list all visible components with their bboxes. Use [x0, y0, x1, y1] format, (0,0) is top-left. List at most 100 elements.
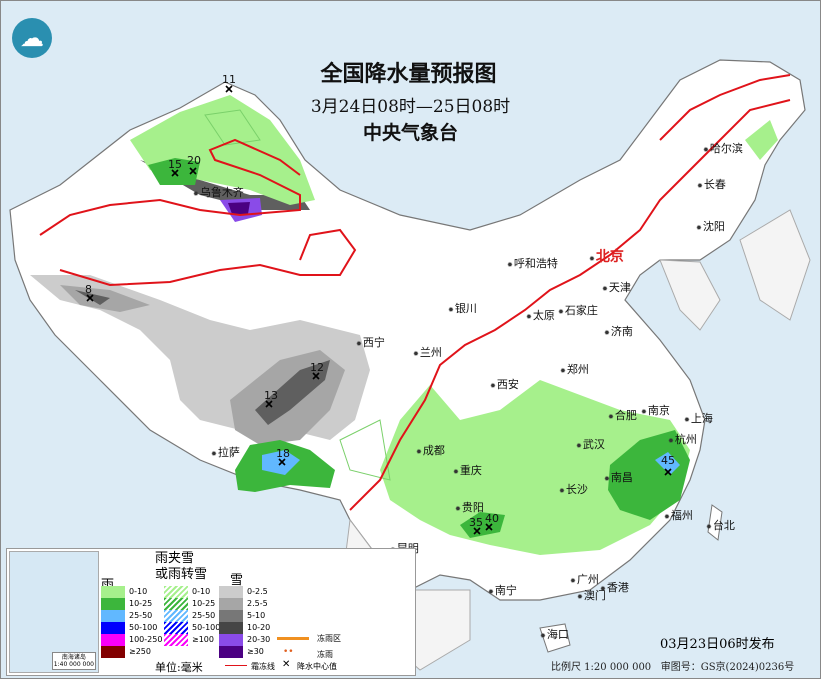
city-label: 太原: [526, 307, 555, 323]
legend-label-mixed: 50-100: [192, 623, 221, 632]
legend-swatch-rain: [101, 610, 125, 622]
legend-swatch-rain: [101, 646, 125, 658]
legend-swatch-mixed: [164, 622, 188, 634]
legend-swatch-snow: [219, 610, 243, 622]
legend-label-mixed: 10-25: [192, 599, 216, 608]
city-label: 呼和浩特: [507, 255, 558, 271]
snow-area-30: [228, 202, 250, 214]
legend-swatch-rain: [101, 634, 125, 646]
legend-label-rain: 0-10: [129, 587, 148, 596]
frost-line-label: 霜冻线: [251, 662, 275, 671]
issue-time: 03月23日06时发布: [660, 637, 775, 652]
city-label: 郑州: [560, 361, 589, 377]
legend-label-mixed: 25-50: [192, 611, 216, 620]
capital-label: 北京: [589, 246, 624, 266]
map-legend: 南海诸岛 1:40 000 000 雨 雨夹雪 或雨转雪 雪 0-1010-25…: [6, 548, 416, 676]
city-label: 济南: [604, 323, 633, 339]
legend-snow-title: 雪: [230, 573, 244, 588]
legend-label-rain: 100-250: [129, 635, 163, 644]
city-label: 西安: [490, 376, 519, 392]
map-title: 全国降水量预报图: [320, 61, 497, 87]
precip-center-value: 35: [469, 516, 483, 529]
south-china-sea-inset: 南海诸岛 1:40 000 000: [9, 551, 99, 673]
legend-mixed-title: 雨夹雪 或雨转雪: [155, 551, 208, 582]
city-label: 重庆: [453, 462, 482, 478]
rain-area-northeast: [745, 120, 778, 160]
freezing-rain-area-symbol: [277, 637, 309, 640]
freezing-rain-area-label: 冻雨区: [317, 634, 341, 643]
legend-unit: 单位:毫米: [155, 661, 203, 674]
frost-line-symbol: [225, 665, 247, 666]
city-label: 长春: [697, 176, 726, 192]
city-label: 上海: [684, 410, 713, 426]
city-label: 武汉: [576, 436, 605, 452]
precip-center-symbol: ✕: [282, 659, 291, 670]
precip-center-value: 15: [168, 158, 182, 171]
precip-center-value: 12: [310, 361, 324, 374]
legend-label-snow: ≥30: [247, 647, 264, 656]
legend-swatch-snow: [219, 646, 243, 658]
legend-swatch-rain: [101, 598, 125, 610]
rain-area-0-10-northwest: [130, 95, 315, 205]
legend-label-snow: 2.5-5: [247, 599, 268, 608]
city-label: 南京: [641, 402, 670, 418]
city-label: 天津: [602, 279, 631, 295]
map-approval: 审图号：GS京(2024)0236号: [660, 662, 795, 673]
legend-label-mixed: ≥100: [192, 635, 214, 644]
freezing-rain-label: 冻雨: [317, 650, 333, 659]
legend-swatch-mixed: [164, 610, 188, 622]
precip-center-value: 45: [661, 454, 675, 467]
legend-swatch-mixed: [164, 634, 188, 646]
legend-label-snow: 0-2.5: [247, 587, 268, 596]
precip-center-value: 11: [222, 73, 236, 86]
legend-swatch-mixed: [164, 586, 188, 598]
legend-label-rain: 25-50: [129, 611, 153, 620]
city-label: 石家庄: [558, 302, 598, 318]
rain-area-10-25-southeast: [608, 430, 690, 520]
rain-area-25-50: [655, 452, 680, 475]
cma-logo-icon: ☁: [12, 18, 52, 58]
city-label: 长沙: [559, 481, 588, 497]
legend-label-snow: 10-20: [247, 623, 271, 632]
precip-center-label: 降水中心值: [297, 662, 337, 671]
legend-label-rain: 10-25: [129, 599, 153, 608]
precip-center-value: 13: [264, 389, 278, 402]
city-label: 海口: [540, 626, 569, 642]
legend-swatch-snow: [219, 586, 243, 598]
legend-swatch-snow: [219, 634, 243, 646]
rain-area-10-25-guizhou: [460, 512, 505, 538]
city-label: 银川: [448, 300, 477, 316]
forecast-period: 3月24日08时—25日08时: [310, 97, 511, 117]
legend-label-snow: 5-10: [247, 611, 266, 620]
issuer: 中央气象台: [362, 122, 458, 144]
frost-line: [39, 74, 791, 511]
city-label: 贵阳: [455, 499, 484, 515]
city-label: 哈尔滨: [703, 140, 743, 156]
city-label: 台北: [706, 517, 735, 533]
city-label: 成都: [416, 442, 445, 458]
inset-caption: 南海诸岛 1:40 000 000: [51, 652, 96, 670]
legend-swatch-mixed: [164, 598, 188, 610]
city-label: 杭州: [668, 431, 697, 447]
map-scale: 比例尺 1:20 000 000 审图号：GS京(2024)0236号: [551, 658, 794, 673]
city-label: 合肥: [608, 407, 637, 423]
city-label: 沈阳: [696, 218, 725, 234]
city-label: 香港: [600, 579, 629, 595]
legend-swatch-rain: [101, 586, 125, 598]
precip-center-markers: [86, 85, 672, 535]
precip-center-value: 40: [485, 512, 499, 525]
city-label: 福州: [664, 507, 693, 523]
legend-label-snow: 20-30: [247, 635, 271, 644]
city-label: 广州: [570, 571, 599, 587]
city-label: 拉萨: [211, 444, 240, 460]
freezing-rain-symbol: ••: [283, 647, 294, 657]
legend-label-mixed: 0-10: [192, 587, 211, 596]
legend-swatch-rain: [101, 622, 125, 634]
city-label: 南宁: [488, 582, 517, 598]
precip-center-value: 18: [276, 447, 290, 460]
legend-label-rain: 50-100: [129, 623, 158, 632]
precip-center-value: 20: [187, 154, 201, 167]
mixed-area-hatched: [204, 109, 391, 481]
scale-text: 比例尺 1:20 000 000: [551, 662, 652, 673]
city-label: 南昌: [604, 469, 633, 485]
